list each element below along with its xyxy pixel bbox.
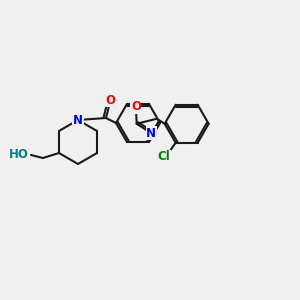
Text: HO: HO [9, 148, 29, 161]
Text: O: O [131, 100, 141, 113]
Text: N: N [146, 127, 156, 140]
Text: O: O [105, 94, 115, 106]
Text: Cl: Cl [157, 150, 170, 163]
Text: N: N [73, 113, 83, 127]
